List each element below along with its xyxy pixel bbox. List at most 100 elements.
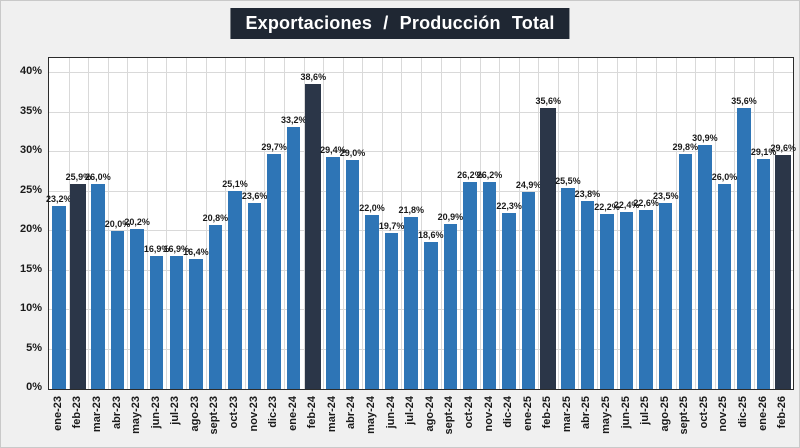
x-tick-label: abr-24: [345, 396, 358, 430]
x-tick-label: feb-23: [71, 396, 84, 429]
bar-value-label: 16,4%: [183, 247, 209, 258]
bar-value-label: 24,9%: [515, 180, 542, 191]
chart-title: Exportaciones / Producción Total: [230, 8, 570, 39]
bar-highlight: [70, 184, 87, 389]
gridline-vertical: [381, 58, 383, 389]
y-tick-label: 40%: [19, 65, 42, 77]
bar-value-label: 35,6%: [731, 95, 757, 106]
gridline-vertical: [225, 58, 227, 389]
bar-value-label: 29,1%: [750, 147, 777, 158]
x-tick-label: oct-24: [462, 396, 475, 429]
bar-value-label: 23,2%: [46, 193, 72, 204]
gridline-vertical: [421, 58, 422, 389]
bar-value-label: 26,0%: [85, 171, 111, 182]
x-tick-label: sept-25: [678, 396, 691, 435]
gridline-vertical: [499, 58, 501, 389]
bar: [482, 182, 497, 389]
bar-value-label: 23,6%: [241, 190, 268, 201]
bar: [737, 107, 751, 389]
x-tick-label: mar-25: [560, 396, 573, 433]
bar-value-label: 22,3%: [496, 200, 522, 211]
bar-value-label: 35,6%: [535, 95, 562, 106]
gridline-vertical: [401, 58, 403, 389]
x-tick-label: oct-23: [228, 396, 240, 429]
bar-value-label: 30,9%: [692, 132, 718, 143]
x-tick-label: may-24: [365, 396, 378, 434]
y-tick-label: 0%: [26, 381, 42, 393]
y-tick-label: 35%: [19, 104, 42, 117]
x-tick-label: jun-25: [619, 396, 632, 429]
gridline-vertical: [538, 58, 540, 389]
bar-value-label: 29,8%: [672, 141, 699, 152]
gridline-vertical: [68, 58, 70, 389]
gridline-vertical: [342, 58, 344, 389]
bar-value-label: 22,4%: [613, 200, 640, 211]
bar: [228, 190, 242, 389]
bar: [678, 153, 693, 389]
bar: [502, 212, 516, 389]
gridline-vertical: [577, 58, 579, 389]
gridline-vertical: [88, 58, 90, 389]
x-tick-label: ago-24: [423, 396, 436, 432]
x-tick-label: ene-23: [51, 396, 64, 431]
bar: [698, 144, 712, 389]
x-tick-label: ene-26: [756, 396, 769, 431]
bar-highlight: [540, 107, 557, 389]
bar-value-label: 22,0%: [359, 203, 385, 214]
bar-value-label: 33,2%: [280, 114, 307, 125]
bar: [521, 192, 536, 389]
bar: [384, 233, 399, 389]
bar: [326, 156, 340, 389]
bar-value-label: 22,2%: [594, 201, 620, 212]
bar-value-label: 20,9%: [437, 211, 464, 222]
y-tick-label: 25%: [19, 183, 42, 196]
bar: [267, 154, 281, 389]
x-axis: ene-23 feb-23 mar-23 abr-23 may-23 jun-23 jul-…: [48, 394, 792, 447]
gridline-vertical: [636, 58, 638, 389]
bar-value-label: 25,9%: [65, 172, 92, 183]
gridline-vertical: [734, 58, 736, 389]
x-tick-label: nov-25: [717, 396, 730, 432]
bar: [717, 183, 732, 389]
gridline-vertical: [205, 58, 207, 389]
gridline-vertical: [146, 58, 148, 389]
gridline-vertical: [695, 58, 697, 389]
x-tick-label: feb-26: [776, 396, 789, 429]
bar-value-label: 22,6%: [633, 198, 659, 209]
bar-value-label: 21,8%: [398, 204, 424, 215]
bar-value-label: 16,9%: [143, 243, 170, 254]
plot-area: 23,2% 25,9% 26,0% 20,0% 20,2% 16,9% 16,9% 16,4%…: [46, 57, 796, 390]
bar: [52, 205, 66, 389]
gridline-vertical: [479, 58, 481, 389]
bar: [130, 229, 144, 389]
gridline-vertical: [597, 58, 599, 389]
bar-value-label: 23,5%: [652, 191, 679, 202]
x-tick-label: jul-24: [404, 396, 417, 425]
x-tick-label: ene-24: [286, 396, 299, 431]
y-tick-label: 5%: [26, 341, 42, 354]
bar: [600, 213, 614, 389]
gridline-vertical: [362, 58, 364, 389]
x-tick-label: may-25: [600, 396, 612, 434]
gridline-vertical: [655, 58, 657, 389]
x-tick-label: dic-23: [267, 396, 280, 428]
x-tick-label: sept-24: [443, 396, 456, 435]
bar-value-label: 25,5%: [555, 175, 581, 186]
bar-value-label: 19,7%: [378, 221, 405, 232]
bar: [463, 182, 477, 389]
bar: [110, 231, 125, 389]
bar-value-label: 38,6%: [300, 72, 327, 83]
bar-highlight: [775, 155, 792, 389]
bar: [91, 183, 105, 389]
gridline-vertical: [127, 58, 129, 389]
gridline-vertical: [675, 58, 677, 389]
x-tick-label: feb-25: [541, 396, 554, 429]
gridline-vertical: [518, 58, 520, 389]
gridline-vertical: [558, 58, 560, 389]
x-tick-label: jul-23: [169, 396, 182, 425]
gridline-vertical: [303, 58, 305, 389]
bar-value-label: 16,9%: [163, 243, 190, 254]
x-tick-label: mar-23: [90, 396, 103, 433]
x-tick-label: mar-24: [325, 396, 338, 433]
bar: [345, 159, 360, 389]
